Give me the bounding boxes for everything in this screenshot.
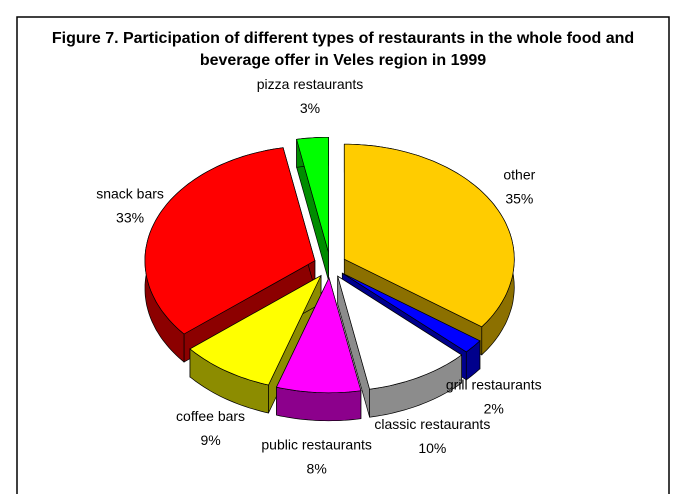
slice-label: classic restaurants [374,416,490,432]
slice-label: other [503,166,535,182]
slice-label: pizza restaurants [257,76,364,92]
chart-title: Figure 7. Participation of different typ… [51,30,635,69]
slice [343,143,515,328]
slice-value-label: 35% [505,190,533,206]
slice-value-label: 9% [200,432,220,448]
slice [144,147,316,335]
slice-value-label: 8% [307,460,327,476]
slice-label: public restaurants [261,436,372,452]
slice-value-label: 2% [484,400,504,416]
slice [189,274,322,386]
slice-label: coffee bars [176,408,245,424]
slice [342,272,481,353]
slice [275,276,362,394]
slice-value-label: 3% [300,100,320,116]
slice-label: snack bars [96,186,164,202]
slice [296,136,329,253]
slice-value-label: 33% [116,210,144,226]
slice-label: grill restaurants [446,376,542,392]
slice-value-label: 10% [418,440,446,456]
slice [337,275,463,390]
